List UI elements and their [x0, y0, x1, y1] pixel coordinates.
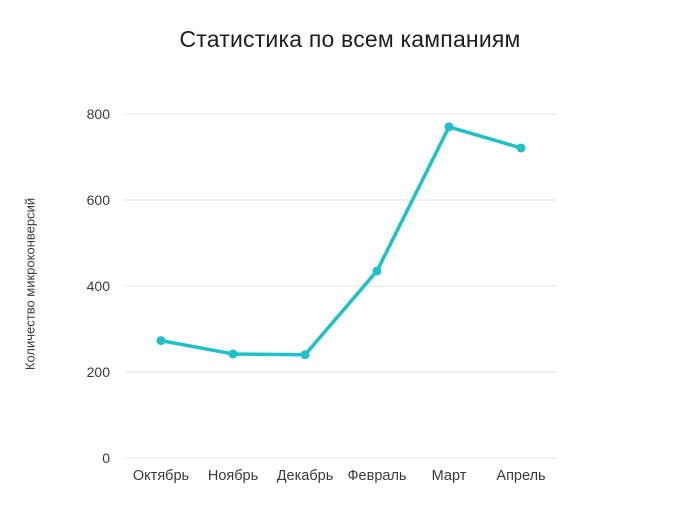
- y-tick-label: 400: [87, 278, 111, 294]
- x-tick-label: Март: [432, 468, 467, 484]
- y-tick-label: 200: [87, 364, 111, 380]
- chart-title: Статистика по всем кампаниям: [179, 26, 521, 52]
- y-tick-label: 0: [102, 450, 110, 466]
- y-tick-label: 800: [87, 106, 111, 122]
- data-point: [156, 336, 166, 346]
- data-point: [228, 349, 238, 359]
- data-point: [372, 266, 382, 276]
- x-tick-label: Февраль: [348, 468, 407, 484]
- y-tick-label: 600: [87, 192, 111, 208]
- x-tick-label: Апрель: [496, 468, 545, 484]
- data-point: [444, 122, 454, 132]
- x-tick-label: Декабрь: [277, 468, 334, 484]
- data-point: [300, 350, 310, 360]
- x-tick-label: Ноябрь: [208, 468, 258, 484]
- data-point: [516, 143, 526, 153]
- x-tick-label: Октябрь: [133, 468, 189, 484]
- data-line: [159, 125, 523, 357]
